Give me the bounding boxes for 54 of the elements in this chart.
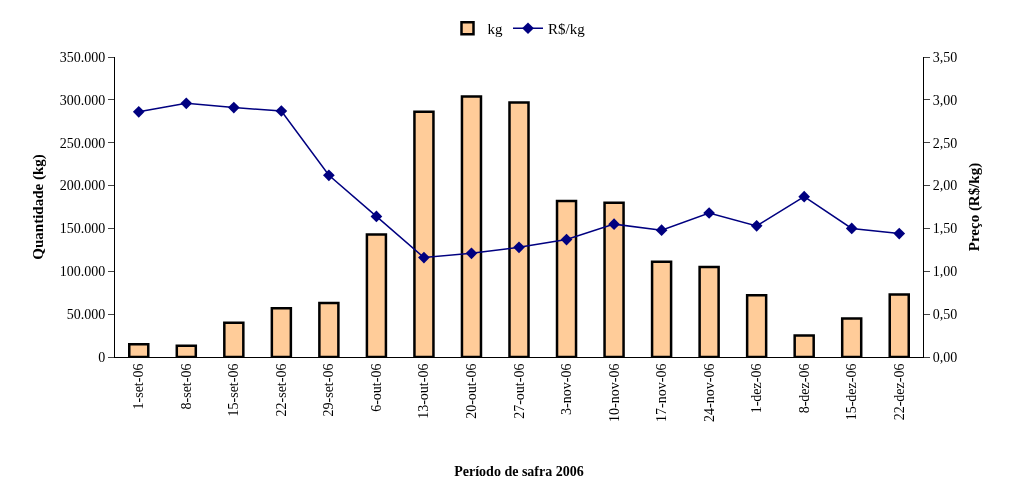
x-tick-label: 1-set-06: [131, 363, 147, 410]
x-tick-label: 8-dez-06: [796, 363, 812, 414]
x-axis-title: Período de safra 2006: [454, 464, 584, 480]
point: [370, 210, 383, 223]
x-tick-label: 3-nov-06: [559, 363, 575, 415]
point: [418, 251, 430, 264]
x-tick-label: 13-out-06: [416, 363, 432, 419]
point: [180, 97, 193, 110]
y2-tick-label: 2,00: [932, 178, 958, 194]
point: [323, 169, 335, 182]
y2-tick-label: 0,50: [932, 307, 958, 323]
y2-tick-label: 3,00: [932, 92, 958, 108]
point: [275, 105, 288, 117]
x-tick-label: 10-nov-06: [606, 363, 622, 422]
point: [132, 106, 145, 118]
point: [845, 222, 858, 235]
y-tick-label: 300.000: [59, 92, 106, 108]
x-tick-label: 22-set-06: [273, 363, 289, 417]
y2-tick-label: 0,00: [932, 349, 958, 365]
x-tick-label: 22-dez-06: [891, 363, 907, 421]
x-tick-label: 29-set-06: [321, 363, 337, 417]
x-tick-label: 20-out-06: [464, 363, 480, 419]
y-tick-label: 50.000: [66, 307, 106, 323]
x-tick-label: 17-nov-06: [654, 363, 670, 422]
x-tick-label: 8-set-06: [178, 363, 194, 410]
y2-tick-label: 2,50: [932, 135, 958, 151]
y-tick-label: 200.000: [59, 178, 106, 194]
y-axis-title: Quantidade (kg): [29, 154, 47, 260]
y-tick-label: 100.000: [59, 264, 106, 280]
x-tick-label: 15-set-06: [226, 363, 242, 417]
y2-tick-label: 3,50: [932, 49, 958, 65]
y-tick-label: 150.000: [59, 221, 106, 237]
point: [513, 241, 525, 254]
point: [750, 220, 763, 232]
y2-tick-label: 1,00: [932, 264, 958, 280]
point: [798, 190, 811, 203]
x-tick-label: 15-dez-06: [844, 363, 860, 421]
point: [655, 224, 668, 236]
x-tick-label: 27-out-06: [511, 363, 527, 419]
point: [608, 218, 620, 230]
point: [893, 227, 906, 240]
point: [465, 247, 478, 260]
x-tick-label: 6-out-06: [368, 363, 384, 412]
point: [227, 101, 240, 114]
x-tick-label: 1-dez-06: [749, 363, 765, 414]
y-tick-label: 0: [98, 349, 106, 365]
point: [560, 233, 573, 246]
legend-label: kg: [487, 21, 503, 38]
y2-axis-title: Preço (R$/kg): [966, 162, 984, 252]
y-tick-label: 250.000: [59, 135, 106, 151]
legend-label: R$/kg: [548, 21, 586, 38]
y-tick-label: 350.000: [59, 49, 106, 65]
y2-tick-label: 1,50: [932, 221, 958, 237]
x-tick-label: 24-nov-06: [701, 363, 717, 422]
